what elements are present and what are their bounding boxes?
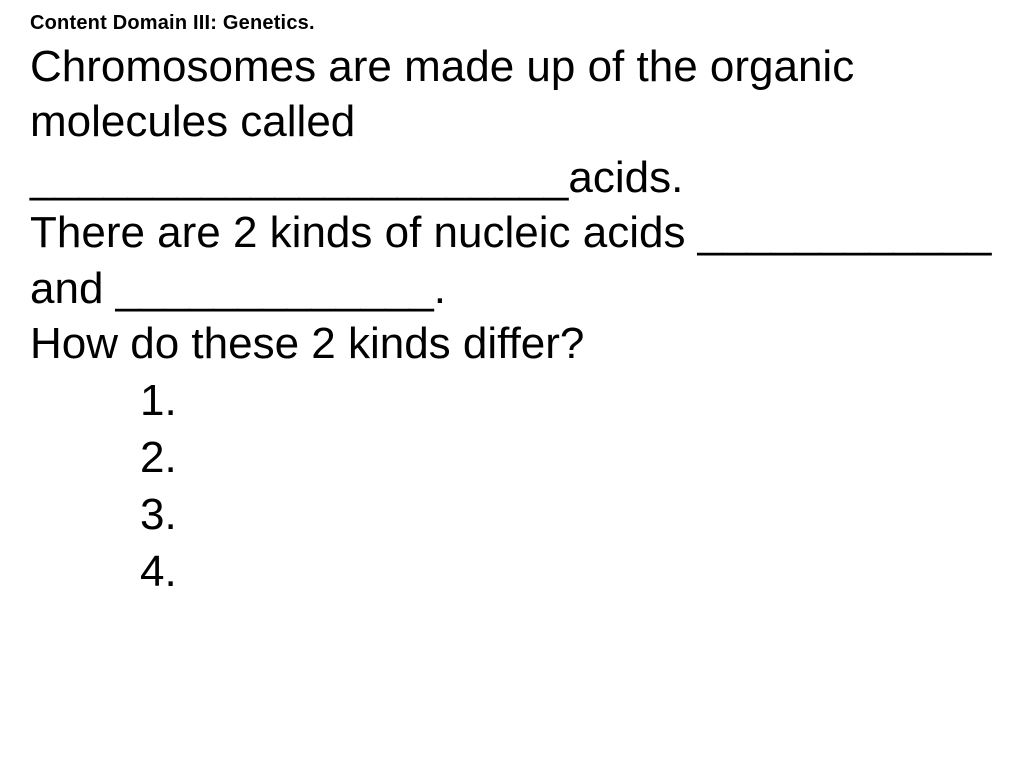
paragraph-line-3: How do these 2 kinds differ? xyxy=(30,316,994,371)
list-item-2: 2. xyxy=(30,429,994,486)
list-item-4: 4. xyxy=(30,543,994,600)
paragraph-line-2: There are 2 kinds of nucleic acids _____… xyxy=(30,205,994,316)
list-item-1: 1. xyxy=(30,372,994,429)
slide-header: Content Domain III: Genetics. xyxy=(30,12,994,35)
paragraph-line-1: Chromosomes are made up of the organic m… xyxy=(30,39,994,205)
list-item-3: 3. xyxy=(30,486,994,543)
